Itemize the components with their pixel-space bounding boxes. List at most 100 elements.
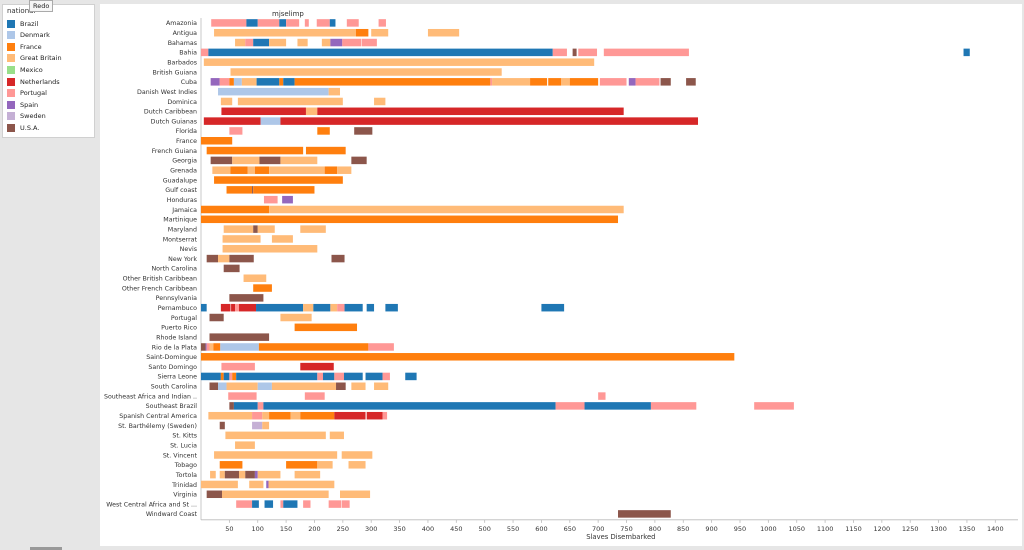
bar-segment bbox=[208, 411, 253, 420]
bar-segment bbox=[286, 461, 318, 469]
row-label: North Carolina bbox=[151, 266, 197, 273]
legend-item[interactable]: Denmark bbox=[7, 30, 50, 41]
bar-segment bbox=[269, 38, 287, 47]
x-axis-label: Slaves Disembarked bbox=[586, 533, 655, 541]
legend-item[interactable]: France bbox=[7, 41, 42, 52]
bar-segment bbox=[209, 382, 219, 390]
bar-segment bbox=[232, 372, 237, 381]
row-label: Southeast Brazil bbox=[146, 403, 198, 410]
bar-segment bbox=[572, 48, 577, 57]
x-tick-label: 600 bbox=[535, 525, 547, 533]
bar-segment bbox=[252, 421, 263, 430]
x-tick-label: 350 bbox=[393, 525, 405, 533]
bar-segment bbox=[229, 372, 233, 381]
bar-segment bbox=[233, 78, 242, 86]
bar-segment bbox=[368, 343, 394, 351]
bar-segment bbox=[209, 343, 214, 351]
legend-item[interactable]: U.S.A. bbox=[7, 122, 39, 133]
bar-segment bbox=[253, 186, 315, 194]
bar-segment bbox=[283, 78, 295, 86]
bar-segment bbox=[220, 303, 231, 312]
bar-segment bbox=[229, 127, 243, 135]
row-label: Georgia bbox=[172, 158, 197, 165]
bar-segment bbox=[201, 353, 735, 361]
bar-segment bbox=[366, 411, 383, 420]
bar-segment bbox=[259, 156, 281, 165]
x-tick-label: 1150 bbox=[845, 525, 862, 533]
bar-segment bbox=[257, 19, 280, 27]
bar-segment bbox=[201, 205, 270, 214]
row-label: Tobago bbox=[174, 462, 197, 469]
bar-segment bbox=[222, 235, 261, 243]
bar-segment bbox=[203, 58, 595, 66]
bar-segment bbox=[230, 68, 502, 76]
bar-segment bbox=[371, 28, 389, 37]
bar-segment bbox=[334, 372, 344, 381]
bar-segment bbox=[361, 38, 377, 47]
bar-segment bbox=[344, 303, 363, 312]
bar-segment bbox=[303, 500, 311, 508]
bar-segment bbox=[219, 421, 225, 430]
bar-segment bbox=[252, 411, 263, 420]
bar-segment bbox=[598, 392, 606, 400]
row-label: Martinique bbox=[163, 217, 197, 224]
bar-segment bbox=[201, 137, 233, 145]
row-label: Dutch Caribbean bbox=[144, 109, 197, 116]
x-tick-label: 1350 bbox=[959, 525, 976, 533]
row-label: Maryland bbox=[168, 226, 197, 233]
bar-segment bbox=[201, 303, 207, 312]
bar-segment bbox=[578, 48, 598, 57]
legend-item[interactable]: Sweden bbox=[7, 111, 46, 122]
bar-segment bbox=[219, 78, 230, 86]
bar-segment bbox=[317, 372, 323, 381]
bar-segment bbox=[561, 78, 570, 86]
bar-segment bbox=[201, 480, 238, 489]
row-label: Dutch Guianas bbox=[151, 118, 197, 125]
bar-segment bbox=[297, 38, 308, 47]
scrollbar-thumb[interactable] bbox=[30, 547, 62, 550]
row-label: St. Vincent bbox=[163, 452, 198, 459]
bar-segment bbox=[235, 38, 246, 47]
legend-label: Denmark bbox=[20, 31, 50, 40]
legend-item[interactable]: Spain bbox=[7, 99, 38, 110]
bar-segment bbox=[385, 303, 398, 312]
row-label: Virginia bbox=[173, 492, 197, 499]
bar-segment bbox=[280, 117, 699, 125]
bar-segment bbox=[201, 372, 221, 381]
x-tick-label: 500 bbox=[478, 525, 490, 533]
row-label: Montserrat bbox=[163, 236, 198, 243]
bar-segment bbox=[569, 78, 599, 86]
bar-segment bbox=[236, 372, 318, 381]
legend-item[interactable]: Great Britain bbox=[7, 53, 62, 64]
x-tick-label: 1400 bbox=[987, 525, 1004, 533]
bar-segment bbox=[225, 431, 326, 440]
legend-item[interactable]: Netherlands bbox=[7, 76, 60, 87]
bar-segment bbox=[337, 303, 345, 312]
row-label: New York bbox=[168, 256, 197, 263]
bar-segment bbox=[317, 127, 330, 135]
bar-segment bbox=[214, 176, 343, 184]
bar-segment bbox=[263, 195, 278, 204]
row-label: Florida bbox=[176, 128, 198, 135]
legend-swatch bbox=[7, 31, 15, 40]
bar-segment bbox=[329, 19, 336, 27]
bar-segment bbox=[220, 343, 259, 351]
row-label: Pennsylvania bbox=[156, 295, 198, 302]
bar-segment bbox=[294, 470, 321, 479]
legend-item[interactable]: Brazil bbox=[7, 18, 38, 29]
bar-segment bbox=[628, 78, 636, 86]
chart-panel: mjselimp Amazonia Antigua Bahamas Bahia Barb… bbox=[100, 4, 1022, 546]
bar-segment bbox=[686, 78, 696, 86]
bar-segment bbox=[635, 78, 660, 86]
bar-segment bbox=[300, 362, 334, 371]
row-label: Southeast Africa and Indian .. bbox=[104, 393, 197, 400]
bar-segment bbox=[427, 28, 460, 37]
bar-segment bbox=[365, 372, 383, 381]
legend-item[interactable]: Portugal bbox=[7, 88, 47, 99]
bar-segment bbox=[342, 38, 361, 47]
row-label: Cuba bbox=[181, 79, 197, 86]
bar-segment bbox=[555, 402, 585, 410]
bar-segment bbox=[201, 215, 619, 224]
legend-item[interactable]: Mexico bbox=[7, 64, 43, 75]
row-label: British Guiana bbox=[153, 69, 198, 76]
